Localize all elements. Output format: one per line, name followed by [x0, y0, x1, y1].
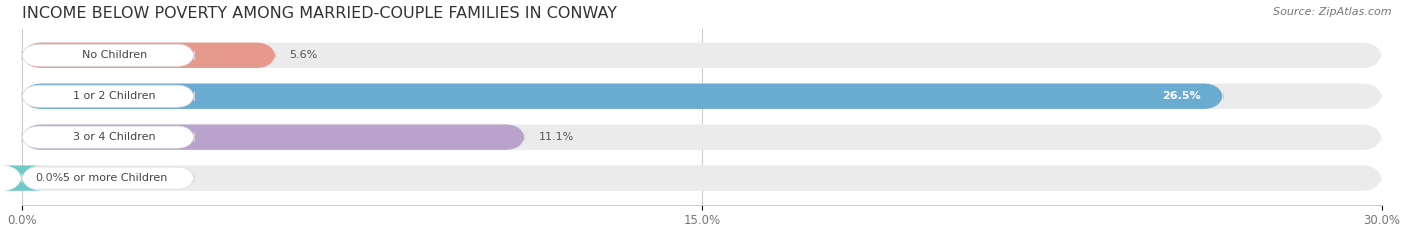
Text: 0.0%: 0.0%: [35, 173, 63, 183]
Text: INCOME BELOW POVERTY AMONG MARRIED-COUPLE FAMILIES IN CONWAY: INCOME BELOW POVERTY AMONG MARRIED-COUPL…: [22, 6, 617, 21]
Text: 5 or more Children: 5 or more Children: [63, 173, 167, 183]
FancyBboxPatch shape: [22, 85, 194, 107]
FancyBboxPatch shape: [22, 83, 1223, 109]
FancyBboxPatch shape: [22, 44, 194, 66]
Text: 1 or 2 Children: 1 or 2 Children: [73, 91, 156, 101]
Text: Source: ZipAtlas.com: Source: ZipAtlas.com: [1274, 7, 1392, 17]
FancyBboxPatch shape: [22, 126, 194, 148]
FancyBboxPatch shape: [22, 167, 194, 189]
FancyBboxPatch shape: [22, 43, 276, 68]
Text: 3 or 4 Children: 3 or 4 Children: [73, 132, 156, 142]
Text: No Children: No Children: [82, 50, 148, 60]
Text: 11.1%: 11.1%: [538, 132, 574, 142]
Text: 5.6%: 5.6%: [290, 50, 318, 60]
FancyBboxPatch shape: [22, 83, 1382, 109]
FancyBboxPatch shape: [22, 124, 524, 150]
FancyBboxPatch shape: [22, 124, 1382, 150]
FancyBboxPatch shape: [1, 165, 42, 191]
Text: 26.5%: 26.5%: [1161, 91, 1201, 101]
FancyBboxPatch shape: [22, 43, 1382, 68]
FancyBboxPatch shape: [22, 165, 1382, 191]
